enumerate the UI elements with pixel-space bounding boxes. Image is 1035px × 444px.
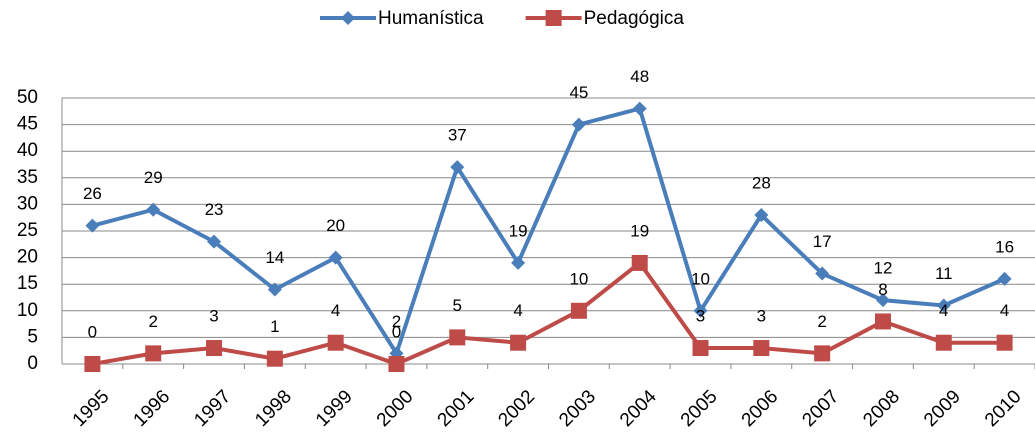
marker [327,334,344,351]
data-label: 48 [630,67,649,86]
marker [206,340,223,357]
legend-label: Humanística [378,8,484,29]
marker [341,11,355,25]
x-tick-label: 1997 [190,386,235,431]
data-label: 16 [995,237,1014,256]
data-label: 10 [569,269,588,288]
y-tick-label: 10 [17,300,38,321]
x-tick-label: 2010 [981,386,1026,431]
data-label: 29 [144,168,163,187]
data-label: 28 [752,174,771,193]
data-label: 4 [1000,301,1009,320]
marker [545,10,562,26]
data-label: 1 [270,317,279,336]
marker [267,282,282,297]
x-tick-label: 2002 [494,386,539,431]
y-tick-label: 45 [17,114,38,135]
line [91,106,1006,359]
marker [146,202,161,217]
y-tick-label: 50 [17,87,38,108]
marker [85,218,100,233]
y-tick-label: 15 [17,273,38,294]
data-label: 2 [817,312,826,331]
data-label: 3 [757,307,766,326]
marker [753,340,770,357]
marker [570,302,587,319]
data-label: 4 [513,301,522,320]
data-label: 8 [878,280,887,299]
marker [449,329,466,346]
x-tick-label: 2007 [798,386,843,431]
marker [631,254,648,271]
x-tick-label: 2008 [859,386,904,431]
marker [692,340,709,357]
data-label: 26 [83,184,102,203]
marker [632,101,647,116]
y-tick-label: 0 [27,353,38,374]
x-tick-label: 2006 [738,386,783,431]
data-label: 3 [209,307,218,326]
y-tick-label: 5 [27,326,38,347]
data-label: 10 [691,269,710,288]
y-tick-label: 30 [17,193,38,214]
marker [571,117,586,132]
marker [145,345,162,362]
data-label: 37 [448,126,467,145]
marker [875,293,890,308]
marker [936,298,951,313]
marker [814,345,831,362]
x-tick-label: 2000 [373,386,418,431]
marker [996,334,1013,351]
marker [511,255,526,270]
x-tick-label: 2005 [677,386,722,431]
x-tick-label: 2003 [555,386,600,431]
data-label: 19 [630,221,649,240]
data-label: 23 [205,200,224,219]
marker [207,234,222,249]
marker [84,356,101,372]
x-tick-label: 2009 [920,386,965,431]
legend-label: Pedagógica [584,8,685,29]
marker [754,208,769,223]
x-tick-label: 1996 [130,386,175,431]
marker [388,356,405,372]
y-tick-label: 25 [17,220,38,241]
x-tick-label: 2001 [434,386,479,431]
data-label: 14 [265,248,284,267]
marker [450,160,465,175]
data-label: 3 [696,307,705,326]
marker [997,271,1012,286]
line [92,260,1005,367]
data-label: 4 [939,301,948,320]
data-label: 12 [874,259,893,278]
data-label: 17 [813,232,832,251]
x-tick-label: 1995 [69,386,114,431]
data-label: 20 [326,216,345,235]
x-tick-label: 2004 [616,386,661,431]
data-label: 0 [392,322,401,341]
marker [693,303,708,318]
marker [815,266,830,281]
marker [328,250,343,265]
marker [874,313,891,330]
data-label: 2 [392,312,401,331]
data-label: 5 [453,296,462,315]
y-tick-label: 35 [17,167,38,188]
marker [510,334,527,351]
data-label: 4 [331,301,340,320]
y-tick-label: 40 [17,140,38,161]
x-tick-label: 1998 [251,386,296,431]
data-label: 19 [509,221,528,240]
data-label: 0 [88,322,97,341]
x-tick-label: 1999 [312,386,357,431]
data-label: 2 [148,312,157,331]
y-tick-label: 20 [17,247,38,268]
data-label: 11 [935,264,953,283]
marker [935,334,952,351]
data-label: 45 [569,83,588,102]
marker [266,350,283,367]
